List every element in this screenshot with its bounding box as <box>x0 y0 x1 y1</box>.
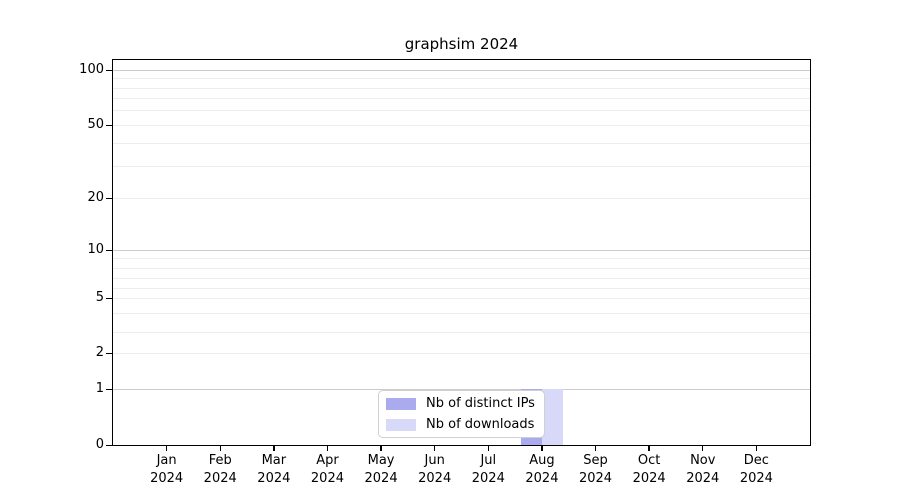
y-tick-label: 2 <box>95 345 104 360</box>
x-tick-mark <box>755 445 758 451</box>
legend-item-label: Nb of distinct IPs <box>426 395 535 411</box>
minor-gridline <box>113 88 810 89</box>
x-tick-mark <box>594 445 597 451</box>
y-tick-mark <box>106 352 113 354</box>
minor-gridline <box>113 125 810 126</box>
x-tick-label: Mar 2024 <box>257 453 291 486</box>
x-tick-mark <box>165 445 168 451</box>
minor-gridline <box>113 198 810 199</box>
x-tick-mark <box>380 445 382 451</box>
x-tick-label: Jan 2024 <box>150 453 184 486</box>
y-tick-mark <box>106 197 113 199</box>
y-tick-label: 0 <box>95 437 104 452</box>
major-gridline <box>113 389 810 390</box>
legend: Nb of distinct IPs Nb of downloads <box>378 390 545 438</box>
x-tick-label: Jun 2024 <box>418 453 452 486</box>
minor-gridline <box>113 98 810 99</box>
y-tick-label: 10 <box>87 242 104 257</box>
major-gridline <box>113 250 810 251</box>
minor-gridline <box>113 110 810 111</box>
x-tick-label: Nov 2024 <box>686 453 720 486</box>
minor-gridline <box>113 166 810 167</box>
x-tick-label: Oct 2024 <box>632 453 666 486</box>
bar-downloads <box>541 389 564 445</box>
y-tick-label: 5 <box>95 290 104 305</box>
minor-gridline <box>113 288 810 289</box>
plot-frame <box>112 59 811 446</box>
x-tick-mark <box>433 445 436 451</box>
minor-gridline <box>113 353 810 354</box>
x-tick-label: Apr 2024 <box>310 453 344 486</box>
x-tick-label: Sep 2024 <box>578 453 613 486</box>
minor-gridline <box>113 143 810 144</box>
minor-gridline <box>113 78 810 79</box>
minor-gridline <box>113 298 810 299</box>
major-gridline <box>113 70 810 71</box>
chart-title: graphsim 2024 <box>404 35 519 53</box>
x-tick-mark <box>219 445 221 451</box>
legend-item: Nb of downloads <box>386 416 536 432</box>
x-tick-mark <box>326 445 329 451</box>
y-tick-mark <box>106 297 113 299</box>
minor-gridline <box>113 268 810 269</box>
legend-item-label: Nb of downloads <box>426 416 535 432</box>
x-tick-mark <box>273 445 275 451</box>
y-tick-mark <box>106 249 113 251</box>
legend-item: Nb of distinct IPs <box>386 395 536 411</box>
x-tick-label: Dec 2024 <box>739 453 773 486</box>
legend-swatch-downloads-icon <box>386 418 416 431</box>
minor-gridline <box>113 278 810 279</box>
x-tick-label: May 2024 <box>364 453 398 486</box>
minor-gridline <box>113 313 810 314</box>
y-tick-label: 50 <box>87 117 104 132</box>
x-tick-label: Jul 2024 <box>471 453 505 486</box>
y-tick-mark <box>106 388 113 390</box>
y-tick-mark <box>106 444 113 446</box>
y-tick-label: 20 <box>87 190 104 205</box>
x-tick-mark <box>487 445 489 451</box>
x-tick-label: Feb 2024 <box>203 453 237 486</box>
y-tick-label: 100 <box>79 62 104 77</box>
x-tick-mark <box>702 445 704 451</box>
x-tick-mark <box>648 445 650 451</box>
minor-gridline <box>113 332 810 333</box>
x-tick-mark <box>541 445 543 451</box>
y-tick-mark <box>106 69 113 71</box>
x-tick-label: Aug 2024 <box>525 453 559 486</box>
y-tick-label: 1 <box>95 381 104 396</box>
legend-swatch-distinct-ips-icon <box>386 397 416 410</box>
y-tick-mark <box>106 124 113 126</box>
minor-gridline <box>113 258 810 259</box>
